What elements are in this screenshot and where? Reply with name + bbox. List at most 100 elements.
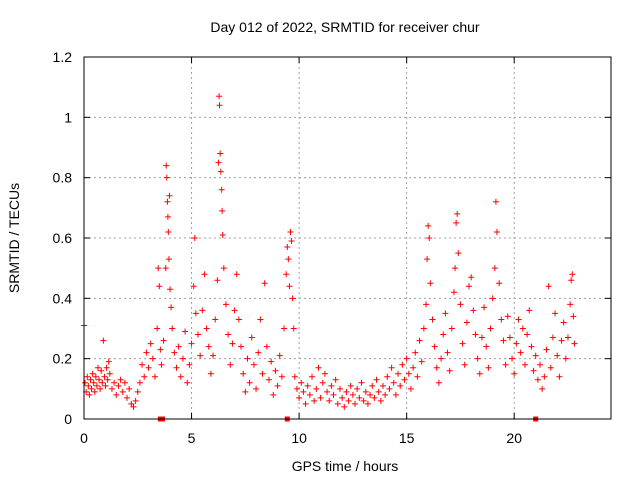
data-point <box>130 403 137 410</box>
data-point <box>438 355 445 362</box>
data-point <box>567 301 574 308</box>
data-point <box>429 316 436 323</box>
data-point <box>562 355 569 362</box>
data-point <box>165 228 172 235</box>
data-point <box>126 385 133 392</box>
data-point <box>190 283 197 290</box>
data-point <box>401 376 408 383</box>
data-point <box>519 325 526 332</box>
data-point <box>160 337 167 344</box>
data-point <box>309 373 316 380</box>
data-point <box>491 265 498 272</box>
data-point <box>217 168 224 175</box>
data-point <box>197 352 204 359</box>
data-point <box>272 367 279 374</box>
data-point <box>212 316 219 323</box>
data-point <box>485 364 492 371</box>
data-point <box>203 325 210 332</box>
y-tick-label: 0 <box>64 411 72 427</box>
data-points <box>81 93 578 410</box>
data-point <box>425 222 432 229</box>
data-point <box>216 102 223 109</box>
data-point <box>541 373 548 380</box>
data-point <box>492 198 499 205</box>
data-point <box>119 388 126 395</box>
data-point <box>296 394 303 401</box>
data-point <box>349 391 356 398</box>
data-point <box>284 244 291 251</box>
data-point <box>530 367 537 374</box>
data-point <box>85 382 92 389</box>
data-point <box>246 379 253 386</box>
data-point <box>356 394 363 401</box>
data-point <box>173 364 180 371</box>
data-point <box>339 394 346 401</box>
data-point <box>459 340 466 347</box>
data-point <box>556 373 563 380</box>
data-point <box>217 150 224 157</box>
data-point <box>257 316 264 323</box>
data-point <box>552 310 559 317</box>
data-point <box>149 355 156 362</box>
data-point <box>134 388 141 395</box>
data-point <box>360 397 367 404</box>
data-point <box>199 307 206 314</box>
data-point <box>382 391 389 398</box>
data-point <box>91 388 98 395</box>
data-point <box>250 361 257 368</box>
data-point <box>435 379 442 386</box>
data-point <box>454 210 461 217</box>
data-point <box>175 343 182 350</box>
data-point <box>569 271 576 278</box>
data-point <box>82 379 89 386</box>
data-point <box>156 283 163 290</box>
data-point <box>248 334 255 341</box>
data-point <box>564 334 571 341</box>
data-point <box>420 325 427 332</box>
data-point <box>88 385 95 392</box>
data-point <box>343 388 350 395</box>
data-point <box>466 283 473 290</box>
data-point <box>474 355 481 362</box>
data-point <box>100 337 107 344</box>
data-point <box>227 361 234 368</box>
data-point <box>215 159 222 166</box>
data-point <box>155 265 162 272</box>
data-point <box>502 361 509 368</box>
data-point <box>470 307 477 314</box>
data-point <box>288 238 295 245</box>
data-point <box>84 373 91 380</box>
data-point <box>270 391 277 398</box>
data-point <box>283 271 290 278</box>
data-point <box>253 385 260 392</box>
data-point <box>489 295 496 302</box>
data-point <box>328 382 335 389</box>
data-point <box>184 379 191 386</box>
data-point <box>143 349 150 356</box>
data-point <box>371 394 378 401</box>
data-point <box>407 385 414 392</box>
data-point <box>162 265 169 272</box>
data-point <box>177 373 184 380</box>
data-point <box>111 379 118 386</box>
data-point <box>452 265 459 272</box>
data-point <box>369 382 376 389</box>
data-point <box>324 388 331 395</box>
data-point <box>304 382 311 389</box>
data-point <box>101 373 108 380</box>
data-point <box>326 397 333 404</box>
data-point <box>539 385 546 392</box>
data-point <box>102 382 109 389</box>
data-point <box>128 400 135 407</box>
x-tick-label: 10 <box>291 430 307 446</box>
data-point <box>500 337 507 344</box>
data-point <box>367 391 374 398</box>
data-point <box>139 361 146 368</box>
data-point <box>334 400 341 407</box>
data-point <box>321 370 328 377</box>
chart-title: Day 012 of 2022, SRMTID for receiver chu… <box>210 19 480 35</box>
data-point <box>157 346 164 353</box>
data-point <box>431 343 438 350</box>
data-point <box>210 352 217 359</box>
data-point <box>205 343 212 350</box>
